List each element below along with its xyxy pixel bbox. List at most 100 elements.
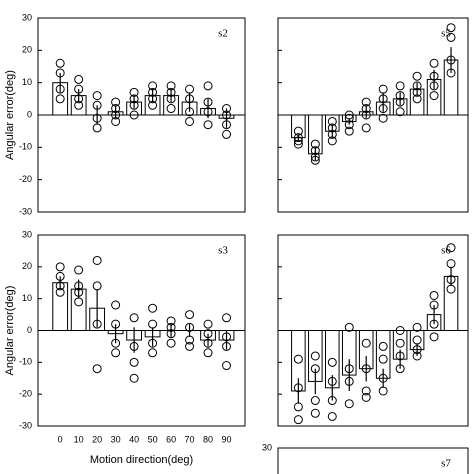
data-point <box>361 364 371 374</box>
data-point <box>310 152 320 162</box>
y-tick-label: -20 <box>19 174 32 184</box>
panel-frame <box>277 447 469 474</box>
data-point <box>92 364 102 374</box>
data-point <box>412 335 422 345</box>
data-point <box>185 335 195 345</box>
data-point <box>446 275 456 285</box>
data-point <box>222 120 232 130</box>
x-tick-label: 90 <box>222 434 232 444</box>
x-tick-label: 80 <box>203 434 213 444</box>
data-point <box>293 136 303 146</box>
data-point <box>185 107 195 117</box>
data-point <box>111 97 121 107</box>
y-tick-label: -30 <box>19 420 32 430</box>
data-point <box>166 104 176 114</box>
data-point <box>446 284 456 294</box>
data-point <box>74 281 84 291</box>
data-point <box>222 361 232 371</box>
data-point <box>429 71 439 81</box>
data-point <box>293 415 303 425</box>
data-point <box>222 332 232 342</box>
data-point <box>74 94 84 104</box>
x-tick-label: 50 <box>148 434 158 444</box>
data-point <box>412 322 422 332</box>
data-point <box>222 129 232 139</box>
data-point <box>429 81 439 91</box>
data-point <box>129 313 139 323</box>
y-axis-label: Angular error(deg) <box>4 70 16 160</box>
data-point <box>446 68 456 78</box>
data-point <box>55 94 65 104</box>
data-point <box>203 120 213 130</box>
data-point <box>148 348 158 358</box>
data-point <box>74 265 84 275</box>
data-point <box>412 94 422 104</box>
y-tick-label: 30 <box>22 12 32 22</box>
data-point <box>395 326 405 335</box>
data-point <box>429 58 439 68</box>
data-point <box>92 91 102 101</box>
data-point <box>378 113 388 123</box>
data-point <box>378 341 388 351</box>
y-tick-label: 20 <box>22 261 32 271</box>
data-point <box>429 332 439 342</box>
panel-title: s2 <box>218 28 228 40</box>
data-point <box>344 120 354 130</box>
data-point <box>310 351 320 361</box>
data-point <box>361 392 371 402</box>
data-point <box>203 329 213 339</box>
data-point <box>412 81 422 91</box>
data-point <box>55 68 65 78</box>
data-point <box>327 396 337 406</box>
data-point <box>129 357 139 367</box>
data-point <box>378 104 388 114</box>
data-point <box>166 322 176 332</box>
data-point <box>361 123 371 133</box>
y-tick-label: 10 <box>22 293 32 303</box>
data-point <box>293 133 303 143</box>
y-tick-label: -10 <box>19 142 32 152</box>
data-point <box>222 313 232 323</box>
data-point <box>222 341 232 351</box>
data-point <box>429 290 439 300</box>
data-point <box>293 126 303 136</box>
data-point <box>203 348 213 358</box>
data-point <box>166 87 176 97</box>
data-point <box>166 338 176 348</box>
data-point <box>111 319 121 329</box>
data-point <box>310 146 320 156</box>
data-point <box>327 129 337 139</box>
data-point <box>344 399 354 409</box>
panel-title: s6 <box>441 245 451 257</box>
data-point <box>74 297 84 307</box>
data-point <box>92 255 102 265</box>
data-point <box>55 281 65 291</box>
data-point <box>412 71 422 81</box>
data-point <box>55 287 65 297</box>
data-point <box>446 23 456 33</box>
data-point <box>185 116 195 126</box>
data-point <box>166 316 176 326</box>
data-point <box>148 87 158 97</box>
data-point <box>412 345 422 355</box>
data-point <box>185 94 195 104</box>
data-point <box>129 87 139 97</box>
data-point <box>327 116 337 126</box>
x-axis-label: Motion direction(deg) <box>90 454 193 466</box>
data-point <box>148 338 158 348</box>
data-point <box>361 110 371 120</box>
data-point <box>129 100 139 110</box>
data-point <box>446 32 456 42</box>
data-point <box>129 110 139 120</box>
data-point <box>111 104 121 114</box>
y-tick-label: 30 <box>262 442 272 452</box>
data-point <box>111 348 121 358</box>
data-point <box>74 100 84 110</box>
data-point <box>429 319 439 329</box>
data-point <box>74 84 84 94</box>
y-tick-label: 30 <box>22 229 32 239</box>
data-point <box>92 123 102 133</box>
data-point <box>185 310 195 320</box>
data-point <box>378 84 388 94</box>
